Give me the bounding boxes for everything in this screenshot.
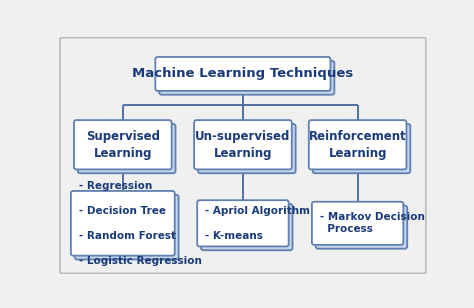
FancyBboxPatch shape [309,120,406,169]
FancyBboxPatch shape [201,204,292,250]
Text: Supervised
Learning: Supervised Learning [86,130,160,160]
FancyBboxPatch shape [60,38,426,274]
FancyBboxPatch shape [78,124,175,173]
Text: Machine Learning Techniques: Machine Learning Techniques [132,67,354,80]
FancyBboxPatch shape [313,124,410,173]
Text: - Apriol Algorithm

- K-means: - Apriol Algorithm - K-means [205,206,310,241]
FancyBboxPatch shape [159,61,334,95]
FancyBboxPatch shape [75,195,179,259]
FancyBboxPatch shape [194,120,292,169]
Text: Un-supervised
Learning: Un-supervised Learning [195,130,291,160]
FancyBboxPatch shape [198,124,296,173]
FancyBboxPatch shape [71,191,175,256]
FancyBboxPatch shape [74,120,172,169]
FancyBboxPatch shape [197,200,289,246]
Text: Reinforcement
Learning: Reinforcement Learning [309,130,407,160]
FancyBboxPatch shape [316,206,407,249]
FancyBboxPatch shape [312,202,403,245]
Text: - Markov Decision
  Process: - Markov Decision Process [319,212,425,234]
Text: - Regression

- Decision Tree

- Random Forest

- Logistic Regression: - Regression - Decision Tree - Random Fo… [79,181,201,265]
FancyBboxPatch shape [155,57,330,91]
